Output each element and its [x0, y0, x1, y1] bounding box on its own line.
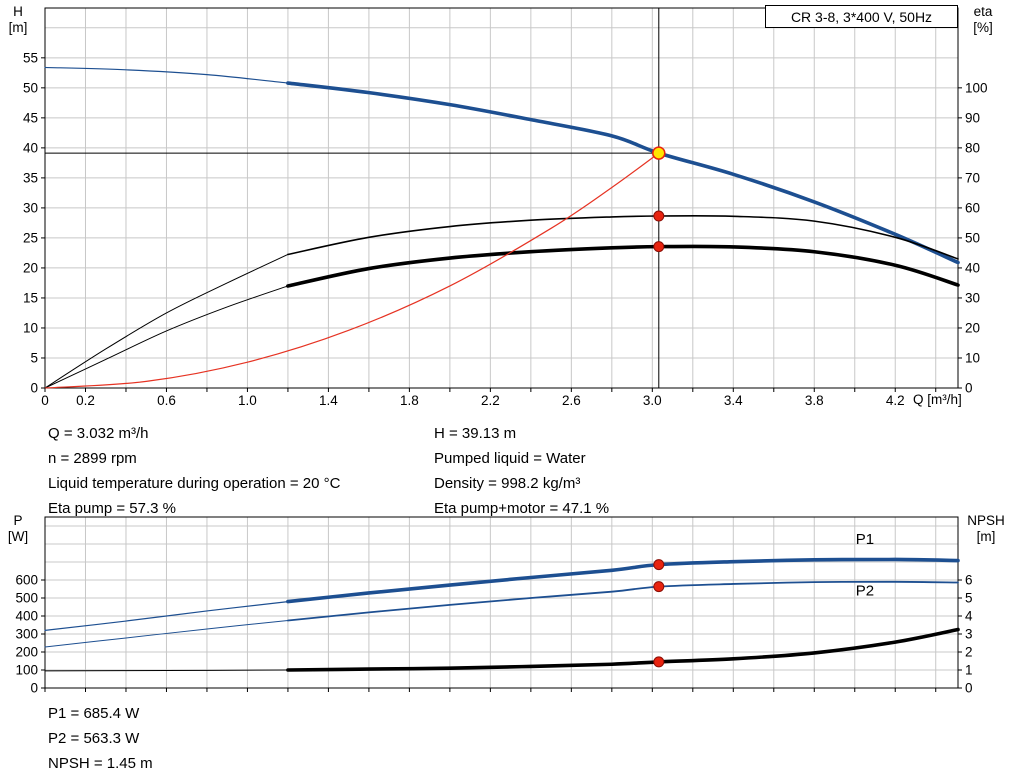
svg-text:30: 30: [23, 200, 38, 215]
svg-text:2: 2: [965, 645, 973, 660]
p-axis-label: P: [13, 513, 23, 528]
result-lines: P1 = 685.4 W P2 = 563.3 W NPSH = 1.45 m: [48, 701, 153, 776]
eta-axis-label: eta: [973, 4, 993, 19]
h-axis-label: H: [13, 4, 23, 19]
svg-text:0: 0: [30, 681, 38, 696]
svg-text:2.6: 2.6: [562, 393, 581, 408]
svg-text:1.4: 1.4: [319, 393, 338, 408]
svg-text:90: 90: [965, 110, 980, 125]
svg-text:100: 100: [965, 80, 988, 95]
npsh-axis-label: NPSH: [967, 513, 1005, 528]
svg-text:25: 25: [23, 230, 38, 245]
svg-text:35: 35: [23, 170, 38, 185]
svg-text:300: 300: [15, 627, 38, 642]
svg-text:50: 50: [23, 80, 38, 95]
svg-text:600: 600: [15, 573, 38, 588]
svg-text:1.0: 1.0: [238, 393, 257, 408]
hq-chart[interactable]: 0 0.2 0.6 1.0 1.4 1.8 2.2 2.6 3.0 3.4 3.8 4.2 0 5 10 15…: [0, 0, 1024, 412]
q-axis-unit-label: Q [m³/h]: [913, 392, 962, 407]
svg-text:40: 40: [23, 140, 38, 155]
svg-text:5: 5: [30, 350, 38, 365]
svg-text:20: 20: [23, 260, 38, 275]
svg-text:70: 70: [965, 170, 980, 185]
svg-text:40: 40: [965, 260, 980, 275]
info-flow: Q = 3.032 m³/h: [48, 425, 149, 442]
info-head: H = 39.13 m: [434, 425, 517, 442]
svg-text:0: 0: [965, 381, 973, 396]
info-pumped-liquid: Pumped liquid = Water: [434, 450, 586, 467]
p-axis-unit: [W]: [7, 529, 29, 544]
svg-text:2.2: 2.2: [481, 393, 500, 408]
svg-text:30: 30: [965, 290, 980, 305]
svg-text:500: 500: [15, 591, 38, 606]
info-density: Density = 998.2 kg/m³: [434, 475, 581, 492]
svg-text:3.8: 3.8: [805, 393, 824, 408]
info-eta-pump: Eta pump = 57.3 %: [48, 500, 176, 517]
svg-text:55: 55: [23, 50, 38, 65]
info-liquid-temperature: Liquid temperature during operation = 20…: [48, 475, 341, 492]
svg-text:1: 1: [965, 663, 973, 678]
pump-model-box: CR 3-8, 3*400 V, 50Hz: [765, 5, 958, 28]
svg-text:10: 10: [23, 320, 38, 335]
result-p2: P2 = 563.3 W: [48, 730, 140, 747]
info-eta-pump-motor: Eta pump+motor = 47.1 %: [434, 500, 610, 517]
info-speed: n = 2899 rpm: [48, 450, 137, 467]
power-npsh-chart[interactable]: P1 P2 0 100 200 300 400 500 600 0 1 2 3 4 5 6: [0, 509, 1024, 709]
svg-text:1.8: 1.8: [400, 393, 419, 408]
svg-text:10: 10: [965, 350, 980, 365]
eta-axis-unit: [%]: [973, 20, 993, 35]
svg-text:45: 45: [23, 110, 38, 125]
svg-text:4: 4: [965, 609, 973, 624]
h-axis-unit: [m]: [8, 20, 28, 35]
svg-text:5: 5: [965, 591, 973, 606]
svg-text:0: 0: [41, 393, 49, 408]
svg-text:400: 400: [15, 609, 38, 624]
svg-text:0: 0: [30, 381, 38, 396]
svg-text:0.2: 0.2: [76, 393, 95, 408]
svg-text:P1: P1: [856, 531, 874, 548]
result-npsh: NPSH = 1.45 m: [48, 755, 153, 772]
pump-model-label: CR 3-8, 3*400 V, 50Hz: [790, 8, 933, 25]
svg-text:15: 15: [23, 290, 38, 305]
svg-text:6: 6: [965, 573, 973, 588]
svg-text:3: 3: [965, 627, 973, 642]
svg-text:20: 20: [965, 320, 980, 335]
npsh-axis-unit: [m]: [976, 529, 996, 544]
svg-text:P2: P2: [856, 582, 874, 599]
svg-text:200: 200: [15, 645, 38, 660]
operating-data-left-column: Q = 3.032 m³/h n = 2899 rpm Liquid tempe…: [48, 421, 340, 521]
svg-text:100: 100: [15, 663, 38, 678]
operating-data-right-column: H = 39.13 m Pumped liquid = Water Densit…: [434, 421, 609, 521]
svg-text:4.2: 4.2: [886, 393, 905, 408]
result-p1: P1 = 685.4 W: [48, 705, 140, 722]
svg-text:0.6: 0.6: [157, 393, 176, 408]
svg-text:0: 0: [965, 681, 973, 696]
svg-text:60: 60: [965, 200, 980, 215]
svg-text:50: 50: [965, 230, 980, 245]
svg-text:3.4: 3.4: [724, 393, 743, 408]
svg-text:80: 80: [965, 140, 980, 155]
svg-text:3.0: 3.0: [643, 393, 662, 408]
